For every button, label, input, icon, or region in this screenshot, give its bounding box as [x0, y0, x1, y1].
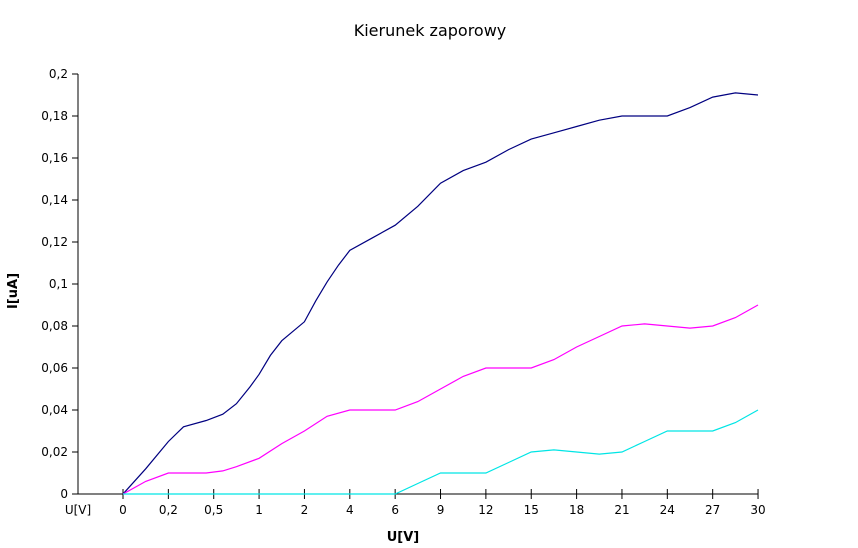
series-line-1 [122, 92, 759, 495]
y-axis-ticks: 0 0,02 0,04 0,06 0,08 0,1 0,12 0,14 0,16 0,18 0,2 [41, 67, 78, 501]
x-axis-ticks: 0 0,2 0,5 1 2 4 6 9 12 15 18 21 24 27 30 [119, 489, 766, 517]
y-tick-label: 0,14 [41, 193, 68, 207]
y-tick-label: 0,02 [41, 445, 68, 459]
x-tick-label: 18 [569, 503, 584, 517]
y-tick-label: 0,2 [49, 67, 68, 81]
x-tick-label: 30 [750, 503, 765, 517]
x-tick-label: 27 [705, 503, 720, 517]
x-tick-label: 24 [660, 503, 675, 517]
x-tick-label: 2 [301, 503, 309, 517]
x-tick-label: 0,2 [159, 503, 178, 517]
x-axis-label: U[V] [387, 530, 420, 545]
series-line-2 [122, 304, 759, 495]
y-axis-label: I[uA] [6, 273, 21, 309]
y-tick-label: 0 [60, 487, 68, 501]
x-tick-label: 12 [478, 503, 493, 517]
y-tick-label: 0,08 [41, 319, 68, 333]
y-tick-label: 0,18 [41, 109, 68, 123]
x-tick-label: 21 [614, 503, 629, 517]
x-tick-label: 15 [524, 503, 539, 517]
y-tick-label: 0,1 [49, 277, 68, 291]
x-tick-label: 0 [119, 503, 127, 517]
y-tick-label: 0,12 [41, 235, 68, 249]
chart-title: Kierunek zaporowy [354, 21, 507, 40]
x-tick-label: 4 [346, 503, 354, 517]
y-tick-label: 0,06 [41, 361, 68, 375]
x-tick-label: 9 [437, 503, 445, 517]
y-tick-label: 0,04 [41, 403, 68, 417]
x-tick-label: 1 [255, 503, 263, 517]
x-tick-label: 6 [391, 503, 399, 517]
x-axis-start-label: U[V] [65, 503, 91, 517]
series-line-3 [123, 409, 759, 495]
x-tick-label: 0,5 [204, 503, 223, 517]
y-tick-label: 0,16 [41, 151, 68, 165]
series-group [122, 92, 759, 495]
